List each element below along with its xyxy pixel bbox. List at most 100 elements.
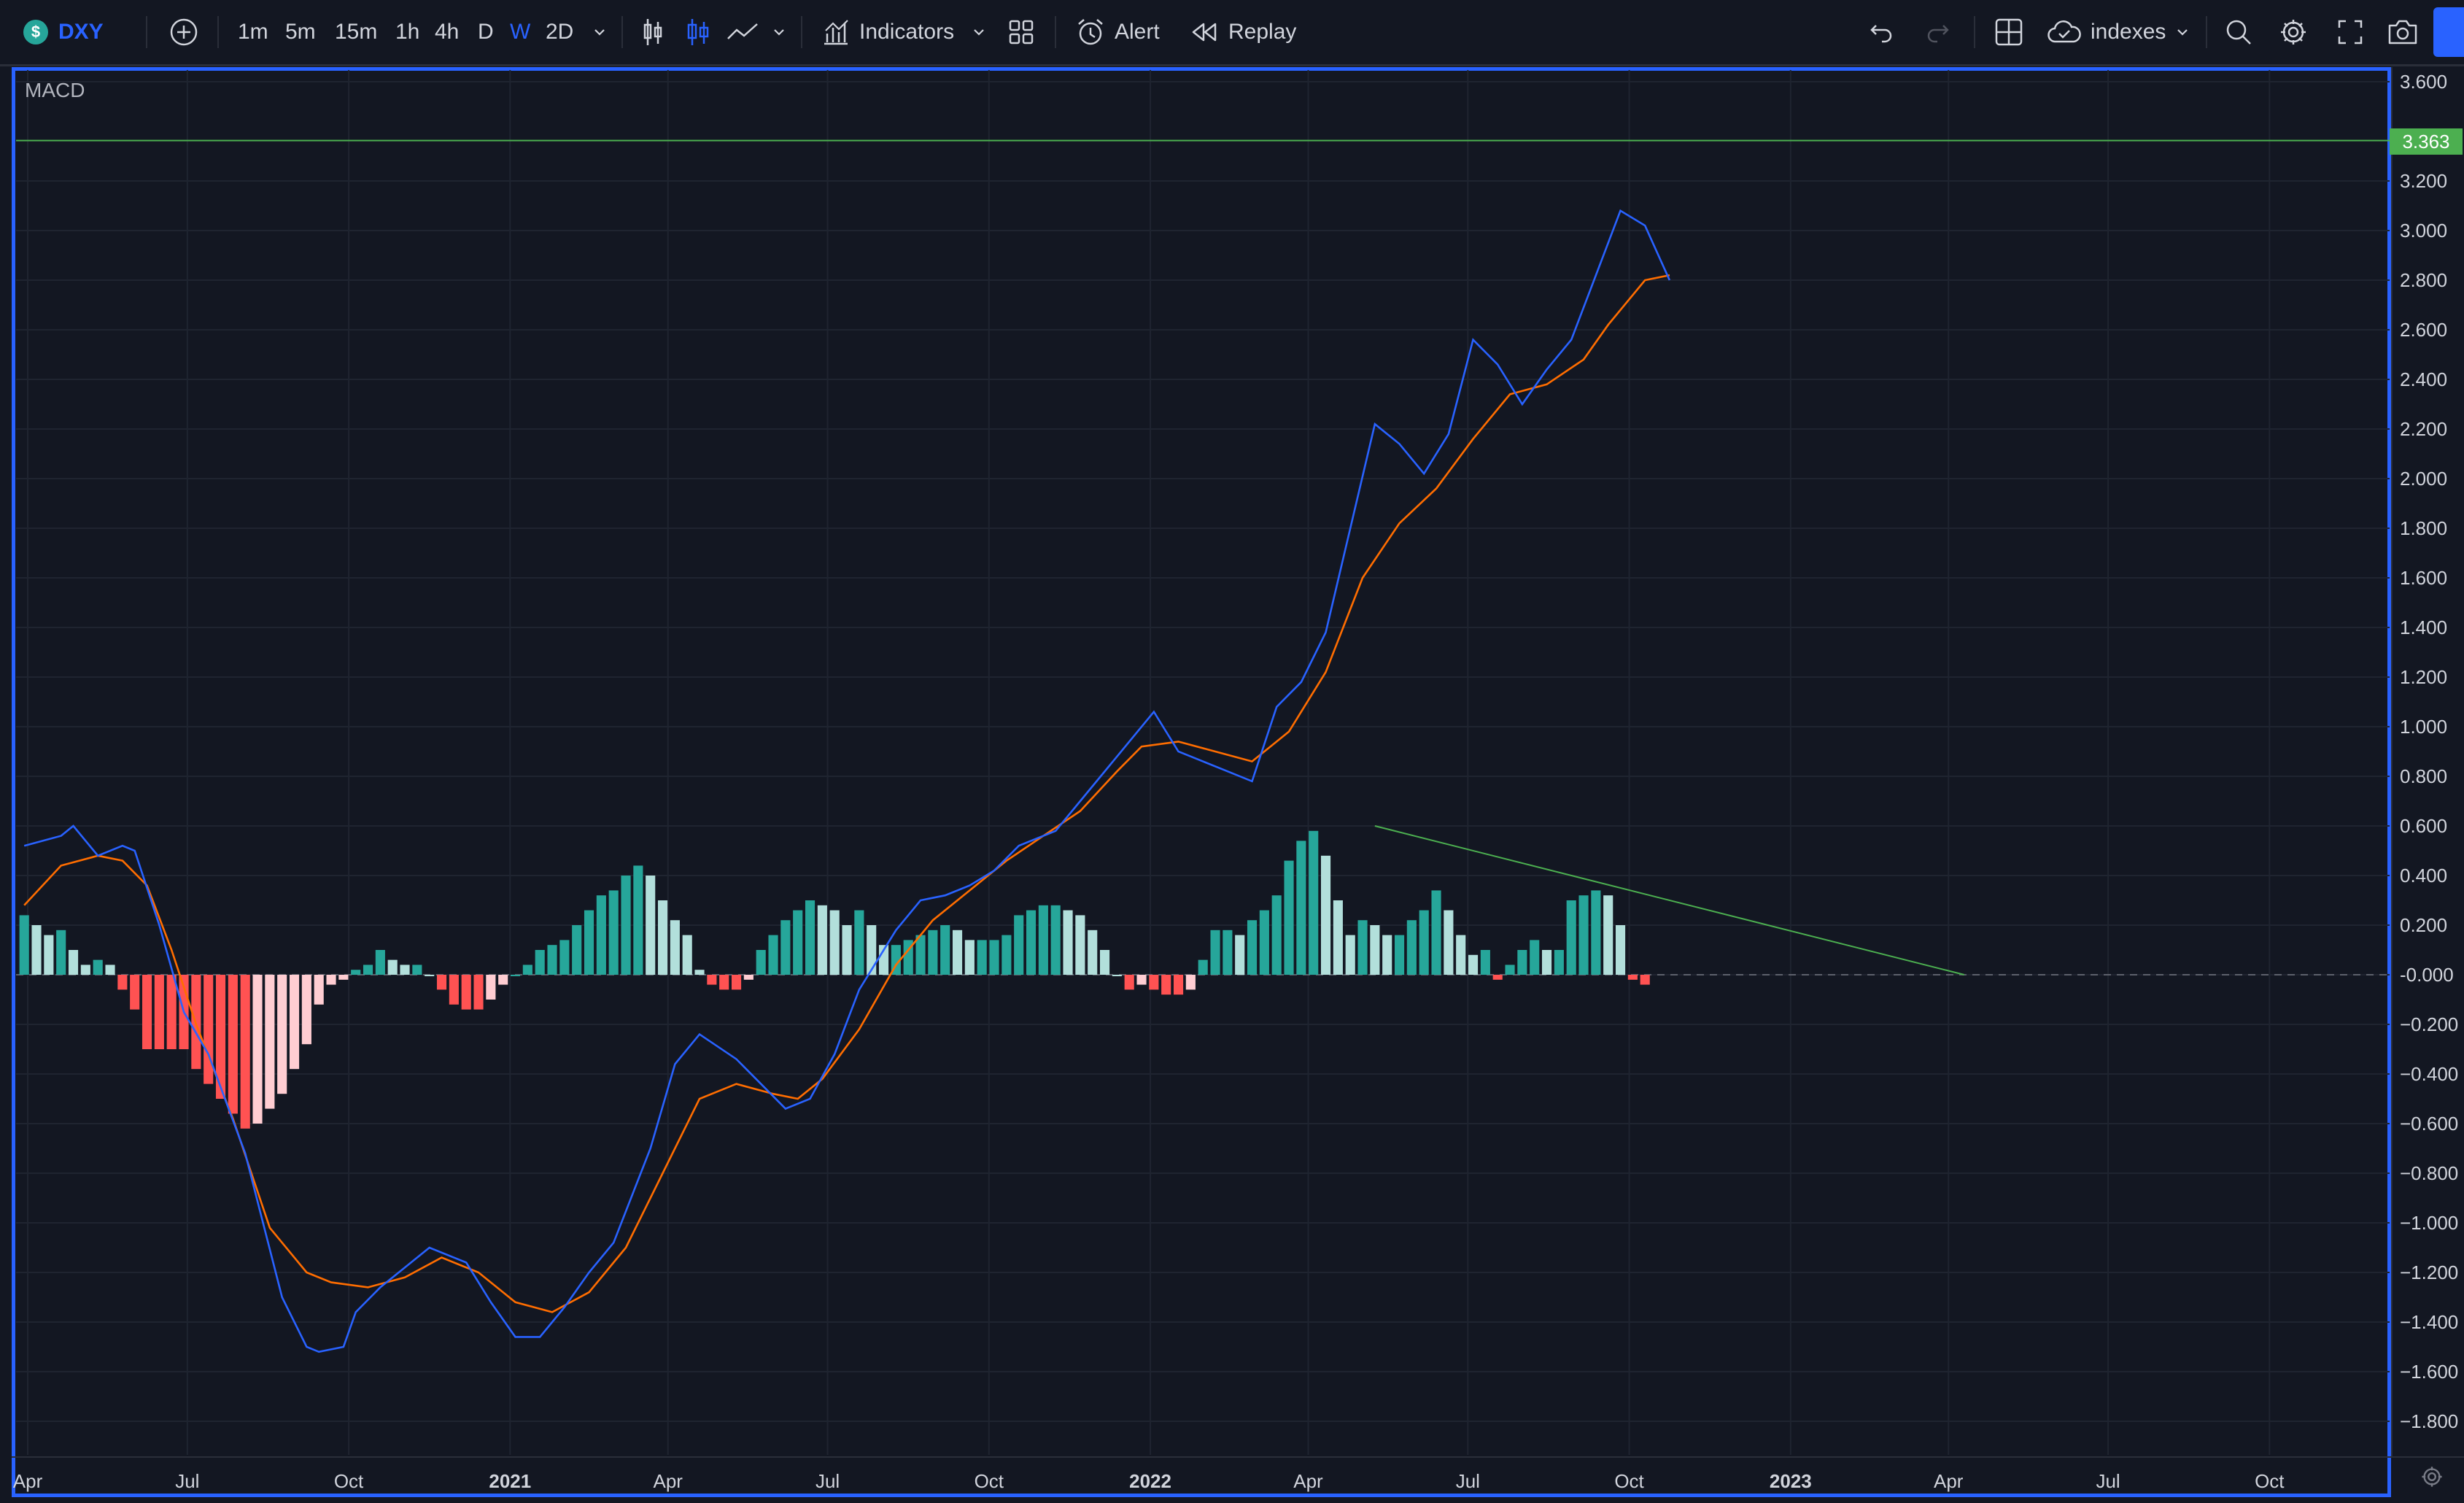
publish-button[interactable] <box>2433 7 2464 57</box>
histogram-bar <box>1050 905 1061 975</box>
timeframe-5m[interactable]: 5m <box>285 20 316 44</box>
histogram-bar <box>608 890 619 975</box>
histogram-bar <box>1247 920 1258 975</box>
settings-button[interactable] <box>2279 0 2308 64</box>
add-compare-button[interactable] <box>169 0 198 64</box>
divider <box>801 16 802 48</box>
timeframe-15m[interactable]: 15m <box>335 20 378 44</box>
histogram-bar <box>743 975 753 980</box>
histogram-bar <box>1468 954 1479 975</box>
alarm-clock-icon <box>1078 19 1103 45</box>
macd-line <box>23 209 1671 1353</box>
histogram-bar <box>1185 975 1196 990</box>
histogram-bar <box>1063 910 1073 975</box>
alert-button[interactable]: Alert <box>1075 0 1160 64</box>
price-axis-label: −0.200 <box>2400 1013 2459 1035</box>
symbol-label: DXY <box>58 20 104 44</box>
divider <box>621 16 623 48</box>
price-axis-label: −1.400 <box>2400 1311 2459 1333</box>
timeframe-1h[interactable]: 1h <box>395 20 420 44</box>
timeframe-2d[interactable]: 2D <box>546 20 574 44</box>
histogram-bar <box>903 940 913 975</box>
histogram-bar <box>1480 950 1490 975</box>
histogram-bar <box>252 975 263 1124</box>
histogram-bar <box>1296 841 1306 975</box>
price-axis[interactable] <box>2391 67 2464 1456</box>
histogram-bar <box>1505 965 1515 975</box>
histogram-bar <box>1444 910 1454 975</box>
histogram-bar <box>338 975 349 980</box>
histogram-bar <box>1309 830 1319 975</box>
signal-line <box>23 274 1670 1313</box>
time-axis-label: Oct <box>2255 1470 2285 1492</box>
histogram-bar <box>964 940 975 975</box>
histogram-bar <box>1210 930 1220 975</box>
price-axis-label: 0.200 <box>2400 914 2448 936</box>
timeframe-d[interactable]: D <box>478 20 494 44</box>
histogram-bar <box>130 975 140 1010</box>
histogram-bar <box>817 905 827 975</box>
histogram-bar <box>1419 910 1429 975</box>
axis-settings-button[interactable] <box>2420 1465 2444 1492</box>
histogram-bar <box>1517 950 1527 975</box>
chevron-down-icon <box>2177 29 2188 36</box>
indicators-dropdown[interactable] <box>972 0 986 64</box>
templates-button[interactable] <box>1008 0 1034 64</box>
histogram-bar <box>1284 860 1294 975</box>
symbol-search-button[interactable]: $ DXY <box>23 0 104 64</box>
chart-style-dropdown[interactable] <box>772 0 786 64</box>
price-axis-label: 0.800 <box>2400 765 2448 787</box>
histogram-bar <box>425 975 435 976</box>
layout-button[interactable] <box>1994 0 2023 64</box>
indicator-title[interactable]: MACD <box>25 79 85 101</box>
search-icon <box>2226 20 2251 45</box>
histogram-bar <box>1431 890 1441 975</box>
price-axis-label: 3.600 <box>2400 71 2448 93</box>
timeframe-1m[interactable]: 1m <box>238 20 268 44</box>
histogram-bar <box>44 935 54 975</box>
histogram-bar <box>1026 910 1037 975</box>
redo-button[interactable] <box>1924 0 1950 64</box>
replay-button[interactable]: Replay <box>1190 0 1296 64</box>
histogram-bar <box>596 895 606 975</box>
histogram-bar <box>1382 935 1392 975</box>
histogram-bar <box>400 965 410 975</box>
snapshot-button[interactable] <box>2387 0 2419 64</box>
macd-pane[interactable] <box>12 67 2391 1497</box>
histogram-bar <box>1038 905 1048 975</box>
bars-icon <box>643 19 662 45</box>
histogram-bar <box>154 975 164 1049</box>
search-button[interactable] <box>2225 0 2252 64</box>
histogram-bar <box>1112 975 1122 976</box>
price-axis-label: 2.800 <box>2400 269 2448 291</box>
chevron-down-icon <box>974 29 984 36</box>
timeframe-dropdown[interactable] <box>592 0 607 64</box>
bar-style-button[interactable] <box>642 0 667 64</box>
time-axis-label: 2023 <box>1769 1470 1812 1492</box>
histogram-bar <box>375 950 385 975</box>
undo-button[interactable] <box>1869 0 1895 64</box>
timeframe-4h[interactable]: 4h <box>435 20 460 44</box>
histogram-bar <box>80 965 90 975</box>
layout-icon <box>1995 18 2023 46</box>
histogram-bar <box>1259 910 1269 975</box>
fullscreen-button[interactable] <box>2337 0 2363 64</box>
price-axis-label: 3.200 <box>2400 170 2448 192</box>
candles-style-button[interactable] <box>686 0 710 64</box>
layout-dropdown[interactable] <box>2175 0 2190 64</box>
line-style-button[interactable] <box>727 0 759 64</box>
time-axis[interactable] <box>12 1456 2464 1499</box>
histogram-bar <box>1223 930 1233 975</box>
price-axis-label: 0.600 <box>2400 815 2448 837</box>
indicators-button[interactable]: Indicators <box>821 0 954 64</box>
histogram-bar <box>756 950 766 975</box>
timeframe-w[interactable]: W <box>510 20 531 44</box>
histogram-bar <box>240 975 250 1129</box>
gear-icon <box>2422 1467 2442 1487</box>
histogram-bar <box>142 975 152 1049</box>
histogram-bar <box>436 975 447 990</box>
histogram-bar <box>93 959 103 975</box>
layout-save-button[interactable]: indexes <box>2047 0 2166 64</box>
histogram-bar <box>793 910 803 975</box>
